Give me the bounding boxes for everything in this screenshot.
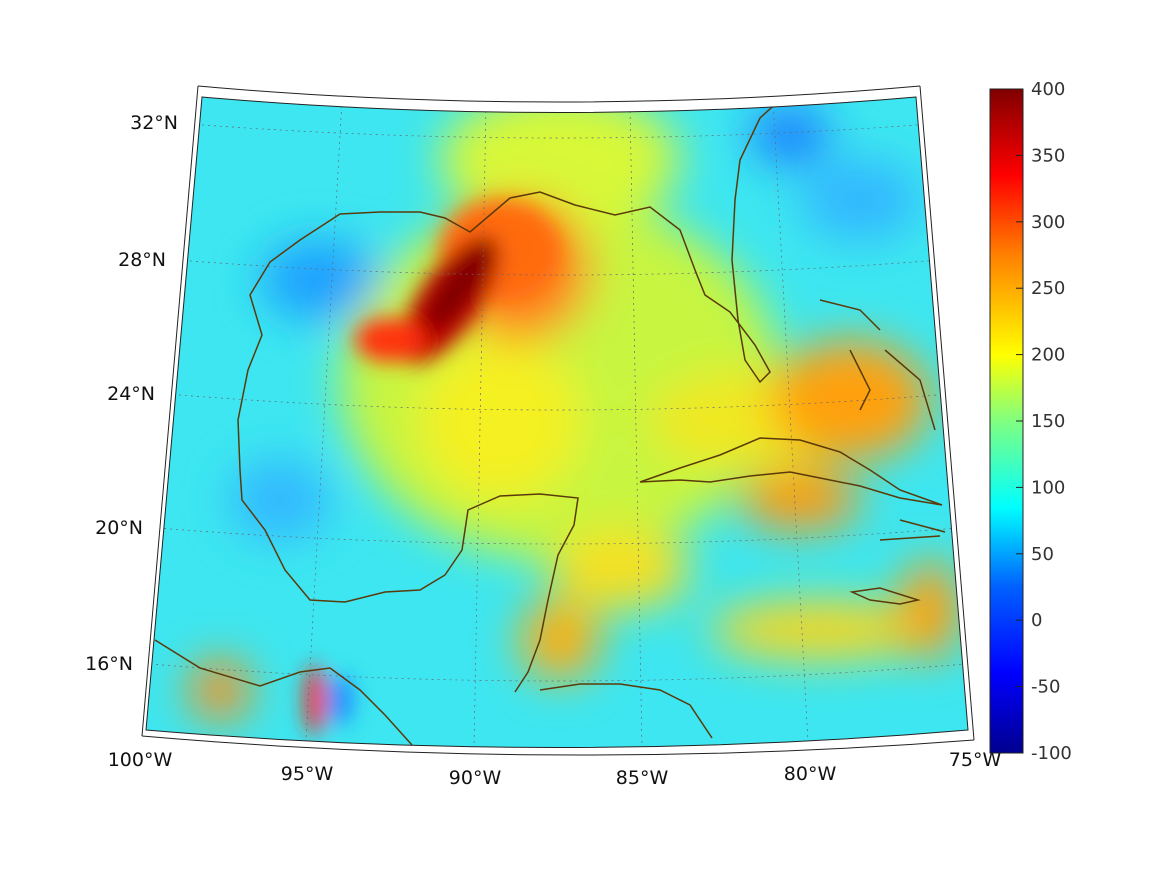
colorbar-tick-label: 150 (1031, 411, 1065, 432)
colorbar-ticks: 400 350 300 250 200 150 100 50 0 -50 -100 (1016, 79, 1072, 764)
lon-label: 75°W (949, 749, 1002, 771)
lon-label: 95°W (281, 763, 334, 785)
graticule (149, 99, 966, 748)
colorbar-tick-label: 250 (1031, 278, 1065, 299)
lat-label: 16°N (85, 653, 133, 675)
colorbar-tick-label: 400 (1031, 79, 1065, 100)
colorbar-tick-label: 100 (1031, 477, 1065, 498)
lon-label: 90°W (449, 767, 502, 789)
colorbar-tick-label: 300 (1031, 212, 1065, 233)
lon-label: 100°W (108, 749, 173, 771)
lat-label: 24°N (107, 383, 155, 405)
coastline (154, 99, 946, 746)
lat-label: 32°N (130, 112, 178, 134)
lon-label: 85°W (616, 767, 669, 789)
lon-label: 80°W (784, 763, 837, 785)
colorbar-tick-label: 350 (1031, 145, 1065, 166)
colorbar-tick-label: -100 (1031, 743, 1072, 764)
data-field (146, 97, 968, 748)
lat-label: 20°N (95, 517, 143, 539)
colorbar-tick-label: -50 (1031, 677, 1060, 698)
colorbar-tick-label: 50 (1031, 544, 1054, 565)
colorbar-tick-label: 0 (1031, 610, 1042, 631)
map-frame (141, 85, 975, 756)
colorbar-tick-label: 200 (1031, 345, 1065, 366)
lat-label: 28°N (118, 249, 166, 271)
